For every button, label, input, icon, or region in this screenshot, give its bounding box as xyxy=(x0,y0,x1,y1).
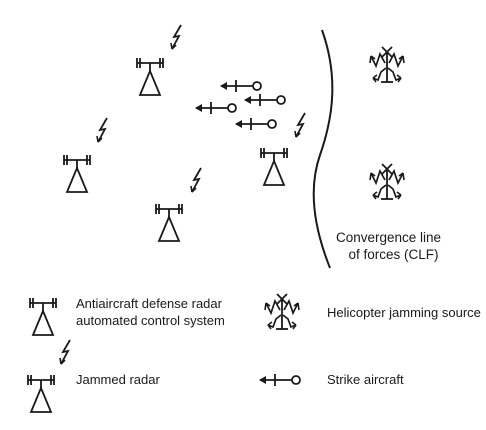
legend-radar-icon xyxy=(29,297,57,336)
lightning-bolt-icon xyxy=(294,112,306,138)
strike-aircraft-arrow-icon xyxy=(234,117,277,131)
helicopter-jammer-icon xyxy=(369,163,405,200)
lightning-bolt-icon xyxy=(170,24,182,50)
strike-aircraft-arrow-icon xyxy=(219,79,262,93)
lightning-bolt-icon xyxy=(96,117,108,143)
legend-radar-acs-line2: automated control system xyxy=(76,313,225,328)
legend-helicopter-label: Helicopter jamming source xyxy=(327,305,481,320)
legend-radar-acs-label: Antiaircraft defense radar automated con… xyxy=(76,295,225,329)
strike-aircraft-group xyxy=(194,79,286,131)
jammed-radar-2 xyxy=(63,117,108,193)
jammed-radar-1 xyxy=(136,24,182,96)
jammed-radar-4 xyxy=(155,167,202,242)
legend-aircraft-icon xyxy=(258,373,301,387)
radar-antenna-icon xyxy=(63,154,91,193)
legend-jammed-radar-icon xyxy=(27,339,71,413)
legend-helicopter-icon xyxy=(264,293,300,330)
helicopter-jammer-icon xyxy=(369,46,405,83)
clf-label-line1: Convergence line xyxy=(336,230,442,245)
legend-strike-aircraft-label: Strike aircraft xyxy=(327,372,404,387)
radar-antenna-icon xyxy=(27,374,55,413)
radar-antenna-icon xyxy=(260,147,288,186)
strike-aircraft-arrow-icon xyxy=(243,93,286,107)
clf-label: Convergence line of forces (CLF) xyxy=(336,229,441,263)
lightning-bolt-icon xyxy=(59,339,71,365)
strike-aircraft-arrow-icon xyxy=(194,101,237,115)
convergence-line xyxy=(312,29,334,269)
radar-antenna-icon xyxy=(155,203,183,242)
legend-radar-acs-line1: Antiaircraft defense radar xyxy=(76,296,222,311)
clf-label-line2: of forces (CLF) xyxy=(348,247,439,262)
lightning-bolt-icon xyxy=(190,167,202,193)
legend-jammed-radar-label: Jammed radar xyxy=(76,372,160,387)
radar-antenna-icon xyxy=(136,57,164,96)
